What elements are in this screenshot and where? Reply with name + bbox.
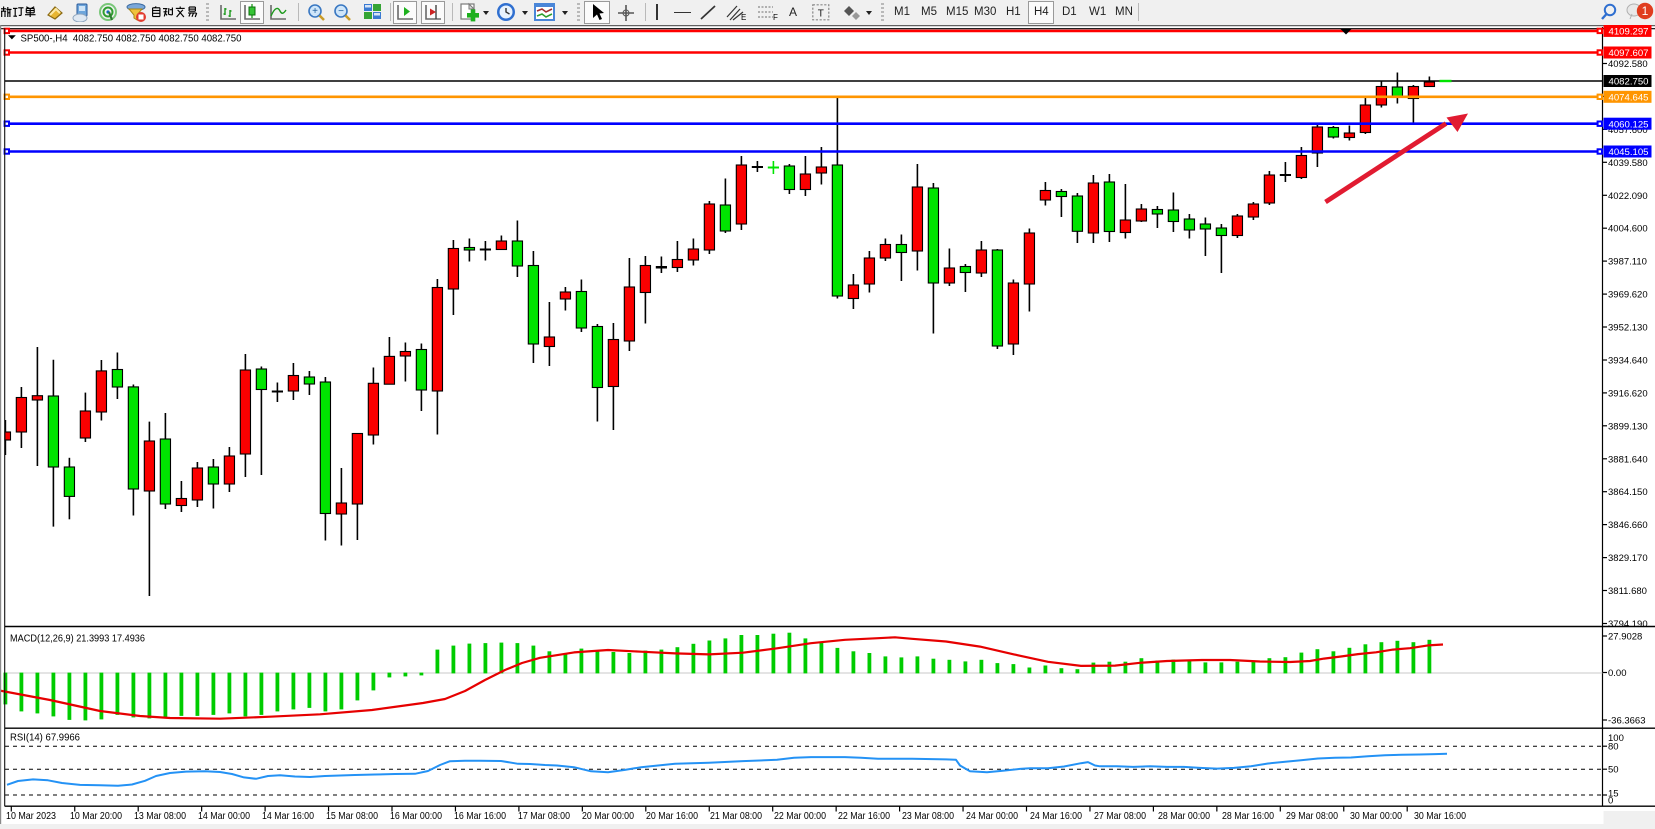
svg-text:80: 80 [1608, 742, 1619, 753]
svg-text:16 Mar 16:00: 16 Mar 16:00 [454, 811, 506, 822]
svg-text:3881.640: 3881.640 [1608, 454, 1648, 465]
svg-text:27 Mar 08:00: 27 Mar 08:00 [1094, 811, 1146, 822]
svg-text:10 Mar 2023: 10 Mar 2023 [6, 811, 56, 822]
svg-text:-36.3663: -36.3663 [1608, 716, 1646, 727]
svg-text:−: − [338, 6, 344, 17]
svg-text:100: 100 [1608, 733, 1624, 744]
svg-text:21 Mar 08:00: 21 Mar 08:00 [710, 811, 762, 822]
svg-text:4039.580: 4039.580 [1608, 158, 1648, 169]
svg-text:30 Mar 16:00: 30 Mar 16:00 [1414, 811, 1466, 822]
svg-text:13 Mar 08:00: 13 Mar 08:00 [134, 811, 186, 822]
svg-text:3829.170: 3829.170 [1608, 553, 1648, 564]
svg-text:20 Mar 16:00: 20 Mar 16:00 [646, 811, 698, 822]
svg-text:27.9028: 27.9028 [1608, 632, 1642, 643]
svg-text:14 Mar 16:00: 14 Mar 16:00 [262, 811, 314, 822]
svg-text:16 Mar 00:00: 16 Mar 00:00 [390, 811, 442, 822]
svg-text:RSI(14) 67.9966: RSI(14) 67.9966 [10, 733, 80, 744]
svg-text:4004.600: 4004.600 [1608, 224, 1648, 235]
svg-text:4092.580: 4092.580 [1608, 59, 1648, 70]
svg-text:30 Mar 00:00: 30 Mar 00:00 [1350, 811, 1402, 822]
svg-text:4057.600: 4057.600 [1608, 125, 1648, 136]
svg-text:3846.660: 3846.660 [1608, 520, 1648, 531]
svg-text:4109.297: 4109.297 [1609, 27, 1649, 38]
svg-text:T: T [818, 9, 824, 20]
svg-text:3987.110: 3987.110 [1608, 257, 1647, 268]
svg-text:29 Mar 08:00: 29 Mar 08:00 [1286, 811, 1338, 822]
svg-text:SP500-,H4 4082.750 4082.750 4: SP500-,H4 4082.750 4082.750 4082.750 408… [21, 32, 242, 44]
svg-text:1: 1 [1642, 4, 1649, 18]
svg-text:3899.130: 3899.130 [1608, 421, 1648, 432]
svg-text:15 Mar 08:00: 15 Mar 08:00 [326, 811, 378, 822]
svg-text:MACD(12,26,9) 21.3993 17.4936: MACD(12,26,9) 21.3993 17.4936 [10, 634, 145, 645]
svg-text:14 Mar 00:00: 14 Mar 00:00 [198, 811, 250, 822]
svg-text:4074.645: 4074.645 [1609, 92, 1649, 103]
svg-text:28 Mar 00:00: 28 Mar 00:00 [1158, 811, 1210, 822]
svg-text:20 Mar 00:00: 20 Mar 00:00 [582, 811, 634, 822]
svg-text:3916.620: 3916.620 [1608, 388, 1648, 399]
svg-text:17 Mar 08:00: 17 Mar 08:00 [518, 811, 570, 822]
svg-text:15: 15 [1608, 788, 1619, 799]
svg-text:3934.640: 3934.640 [1608, 356, 1648, 367]
svg-text:3811.680: 3811.680 [1608, 586, 1647, 597]
svg-text:4045.105: 4045.105 [1609, 147, 1649, 158]
svg-text:4097.607: 4097.607 [1609, 48, 1649, 59]
svg-text:50: 50 [1608, 764, 1619, 775]
svg-text:F: F [773, 13, 778, 22]
svg-text:24 Mar 16:00: 24 Mar 16:00 [1030, 811, 1082, 822]
svg-text:28 Mar 16:00: 28 Mar 16:00 [1222, 811, 1274, 822]
svg-text:4060.125: 4060.125 [1609, 119, 1649, 130]
svg-text:+: + [312, 6, 318, 17]
svg-text:3952.130: 3952.130 [1608, 323, 1648, 334]
svg-text:3864.150: 3864.150 [1608, 487, 1648, 498]
svg-text:22 Mar 16:00: 22 Mar 16:00 [838, 811, 890, 822]
svg-text:0.00: 0.00 [1608, 668, 1627, 679]
svg-text:24 Mar 00:00: 24 Mar 00:00 [966, 811, 1018, 822]
svg-text:4022.090: 4022.090 [1608, 191, 1648, 202]
svg-text:0: 0 [1608, 796, 1613, 807]
svg-text:10 Mar 20:00: 10 Mar 20:00 [70, 811, 122, 822]
svg-text:3794.190: 3794.190 [1608, 619, 1648, 630]
svg-text:4082.750: 4082.750 [1609, 77, 1649, 88]
svg-text:E: E [741, 13, 746, 22]
svg-text:23 Mar 08:00: 23 Mar 08:00 [902, 811, 954, 822]
svg-text:22 Mar 00:00: 22 Mar 00:00 [774, 811, 826, 822]
svg-text:3969.620: 3969.620 [1608, 290, 1648, 301]
